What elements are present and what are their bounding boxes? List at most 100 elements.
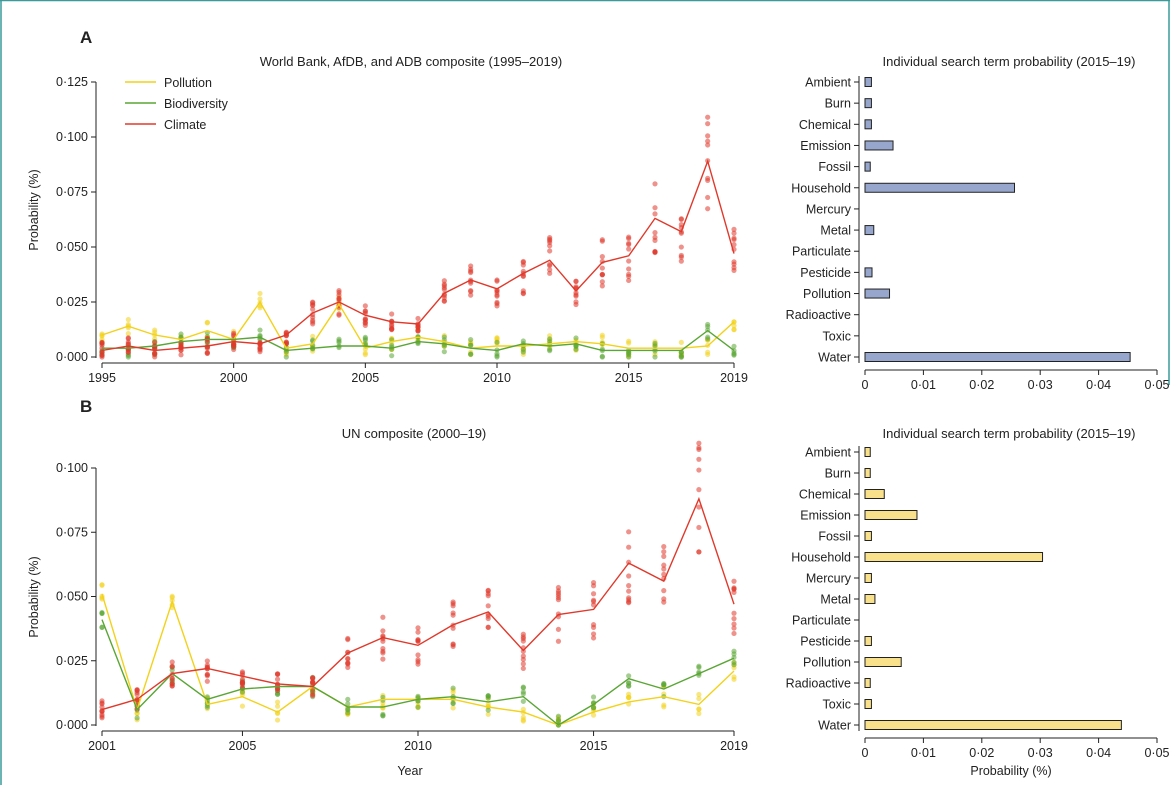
panel-a-data-point: [705, 336, 711, 342]
panel-a-data-point: [441, 286, 447, 293]
panel-a-x-tick-label: 2010: [483, 371, 511, 385]
panel-b-bar: [864, 510, 918, 520]
panel-a-data-point: [99, 342, 105, 348]
panel-b-data-point: [555, 588, 562, 594]
panel-b-data-point: [696, 664, 702, 671]
panel-b-y-tick-label: 0·050: [56, 590, 88, 604]
panel-b-line-x-axis-label: Year: [397, 764, 422, 778]
panel-b-x-tick-label: 2019: [720, 739, 748, 753]
panel-a-data-point: [204, 350, 210, 356]
panel-b-data-point: [485, 603, 491, 609]
panel-b-bar-category-label: Radioactive: [786, 677, 851, 691]
panel-a-data-point: [731, 259, 737, 265]
panel-b-bar-title: Individual search term probability (2015…: [883, 426, 1136, 441]
panel-b-bar-x-tick-label: 0·01: [911, 746, 936, 760]
panel-a-series-line-pollution: [101, 300, 735, 350]
panel-b-data-point: [696, 706, 702, 712]
panel-b-data-point: [345, 710, 351, 716]
panel-b-data-point: [310, 692, 316, 699]
panel-a-data-point: [705, 349, 711, 355]
panel-a-bar-category-label: Burn: [825, 97, 851, 111]
panel-a-data-point: [257, 290, 263, 297]
panel-a-data-point: [599, 238, 605, 244]
panel-a-data-point: [547, 261, 553, 267]
panel-b-data-point: [239, 689, 246, 695]
panel-a-y-tick-label: 0·125: [56, 75, 88, 89]
panel-a-x-tick-label: 2005: [351, 371, 379, 385]
panel-a-data-point: [257, 305, 263, 311]
panel-a-data-point: [520, 259, 526, 265]
panel-b-data-point: [380, 648, 386, 654]
panel-b-series-line-biodiversity: [101, 619, 735, 726]
panel-a-data-point: [652, 354, 658, 360]
panel-b-data-point: [626, 680, 632, 686]
panel-a-data-point: [626, 266, 632, 272]
panel-a-data-point: [678, 339, 684, 345]
panel-b-bar-x-tick-label: 0: [862, 746, 869, 760]
panel-b-data-point: [626, 544, 632, 550]
panel-a-data-point: [231, 341, 237, 347]
panel-b-bar: [864, 531, 872, 541]
panel-b-data-point: [626, 597, 632, 603]
panel-a-bar-category-label: Fossil: [818, 160, 851, 174]
panel-b-data-point: [520, 661, 526, 667]
panel-b-data-point: [590, 583, 597, 589]
panel-b-data-point: [239, 680, 246, 686]
panel-a-x-tick-label: 2019: [720, 371, 748, 385]
panel-b-data-point: [696, 446, 702, 453]
panel-a-data-point: [362, 308, 368, 314]
panel-b-data-point: [380, 614, 386, 620]
panel-a-data-point: [599, 265, 605, 271]
panel-a-data-point: [310, 333, 316, 339]
panel-b-data-point: [415, 652, 421, 658]
panel-b-data-point: [239, 703, 246, 709]
panel-b-data-point: [345, 661, 351, 667]
panel-b-data-point: [696, 440, 702, 446]
panel-a-data-point: [310, 299, 316, 305]
panel-a-data-point: [494, 292, 500, 298]
panel-b-data-point: [345, 701, 351, 707]
panel-a-x-tick-label: 1995: [88, 371, 116, 385]
panel-a-bar-category-label: Particulate: [792, 245, 851, 259]
panel-b-data-point: [661, 596, 667, 602]
panel-b-data-point: [204, 673, 210, 679]
panel-b-data-point: [239, 670, 246, 676]
panel-b-data-point: [590, 705, 597, 711]
panel-b-data-point: [450, 685, 456, 691]
panel-a-data-point: [520, 338, 526, 344]
panel-a-data-point: [468, 268, 474, 274]
panel-b-data-point: [415, 704, 421, 710]
panel-a-data-point: [731, 242, 737, 248]
panel-b-data-point: [274, 671, 281, 677]
panel-a-data-point: [652, 211, 658, 217]
panel-a-data-point: [362, 337, 368, 343]
panel-b-line-title: UN composite (2000–19): [342, 426, 487, 441]
panel-b-data-point: [731, 621, 737, 627]
panel-a-data-point: [626, 338, 632, 344]
panel-a-data-point: [389, 353, 395, 359]
panel-b-bar-plot: 0 0·01 0·02 0·03 0·04 0·05 Ambient Burn Chemical…: [786, 446, 1170, 761]
panel-a-bar-x-tick-label: 0·02: [969, 378, 994, 392]
panel-b-data-point: [485, 587, 491, 593]
panel-a-data-point: [599, 279, 605, 285]
panel-a-bar-category-label: Household: [791, 181, 851, 195]
panel-a-data-point: [678, 254, 684, 260]
panel-a-data-point: [599, 334, 605, 340]
panel-a-data-point: [468, 336, 474, 343]
panel-b-bar-category-label: Household: [791, 551, 851, 565]
panel-a-data-point: [152, 350, 158, 356]
panel-b-data-point: [731, 586, 737, 592]
panel-b-data-point: [345, 696, 351, 702]
panel-a-data-point: [652, 205, 658, 211]
panel-b-data-point: [310, 675, 316, 681]
panel-b-data-point: [134, 686, 140, 693]
panel-a-data-point: [626, 258, 632, 264]
panel-a-line-title: World Bank, AfDB, and ADB composite (199…: [260, 54, 563, 69]
panel-a-data-point: [389, 321, 395, 327]
panel-a-data-point: [362, 350, 368, 356]
panel-a-bar-plot: 0 0·01 0·02 0·03 0·04 0·05 Ambient Burn Chemical…: [786, 76, 1170, 393]
panel-b-bar-x-axis-label: Probability (%): [970, 764, 1051, 778]
panel-a-data-point: [599, 353, 605, 359]
panel-b-data-point: [626, 695, 632, 701]
panel-b-bar: [864, 594, 876, 604]
